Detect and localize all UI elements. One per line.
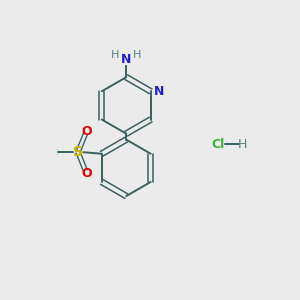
Text: O: O	[81, 125, 92, 138]
Text: H: H	[111, 50, 119, 60]
Text: N: N	[154, 85, 165, 98]
Text: H: H	[133, 50, 142, 60]
Text: O: O	[81, 167, 92, 179]
Text: H: H	[238, 138, 247, 151]
Text: S: S	[73, 145, 83, 159]
Text: Cl: Cl	[212, 138, 225, 151]
Text: N: N	[121, 53, 131, 66]
